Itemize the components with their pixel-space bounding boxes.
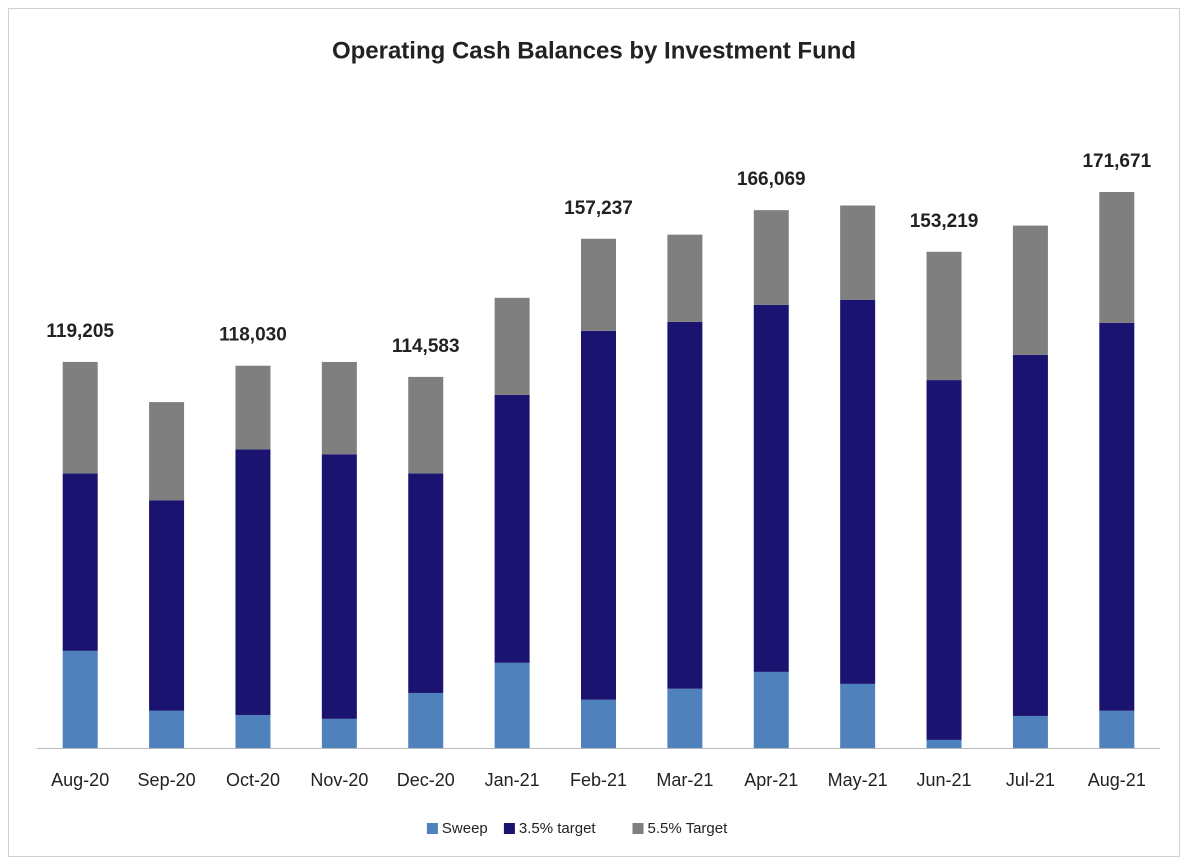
bar-segment bbox=[753, 671, 789, 748]
total-label: 114,583 bbox=[392, 336, 460, 357]
bar-segment bbox=[235, 714, 271, 748]
x-tick-label: Aug-21 bbox=[1088, 770, 1146, 790]
bar-segment bbox=[321, 361, 357, 455]
bar-segment bbox=[667, 234, 703, 322]
legend-label: Sweep bbox=[442, 820, 488, 837]
bar-segment bbox=[494, 662, 530, 748]
bar-segment bbox=[1099, 322, 1135, 711]
legend-label: 3.5% target bbox=[519, 820, 597, 837]
x-tick-label: Jul-21 bbox=[1006, 770, 1055, 790]
total-label: 119,205 bbox=[46, 321, 114, 342]
bar-segment bbox=[667, 321, 703, 689]
bar-segment bbox=[753, 210, 789, 305]
bar-segment bbox=[149, 500, 185, 711]
bar-segment bbox=[149, 402, 185, 501]
total-label: 171,671 bbox=[1082, 151, 1151, 172]
bar-segment bbox=[494, 297, 530, 395]
x-tick-label: Mar-21 bbox=[656, 770, 713, 790]
bar-segment bbox=[62, 650, 98, 748]
bar-segment bbox=[1099, 192, 1135, 323]
bar-segment bbox=[408, 692, 444, 748]
bar-segment bbox=[1012, 225, 1048, 355]
bar-segment bbox=[494, 394, 530, 663]
x-tick-label: Sep-20 bbox=[138, 770, 196, 790]
x-tick-label: Apr-21 bbox=[744, 770, 798, 790]
x-tick-label: Nov-20 bbox=[310, 770, 368, 790]
x-tick-label: Aug-20 bbox=[51, 770, 109, 790]
x-tick-label: Dec-20 bbox=[397, 770, 455, 790]
bar-segment bbox=[62, 473, 98, 651]
total-label: 118,030 bbox=[219, 325, 287, 346]
bar-segment bbox=[667, 688, 703, 748]
bar-segment bbox=[149, 710, 185, 748]
total-label: 157,237 bbox=[564, 198, 633, 219]
bar-segment bbox=[235, 365, 271, 450]
bar-segment bbox=[321, 718, 357, 748]
bar-segment bbox=[62, 361, 98, 474]
legend-label: 5.5% Target bbox=[648, 820, 729, 837]
bar-segment bbox=[1012, 354, 1048, 716]
legend-swatch bbox=[426, 823, 438, 834]
bar-segment bbox=[926, 251, 962, 381]
bar-segment bbox=[1099, 710, 1135, 748]
bar-segment bbox=[408, 473, 444, 693]
bar-segment bbox=[840, 299, 876, 684]
bar-segment bbox=[581, 699, 616, 748]
bar-segment bbox=[926, 739, 962, 748]
bar-segment bbox=[840, 205, 876, 300]
x-tick-label: Jun-21 bbox=[917, 770, 972, 790]
bar-segment bbox=[753, 304, 789, 672]
legend-swatch bbox=[503, 823, 515, 834]
bar-segment bbox=[840, 683, 876, 748]
total-label: 166,069 bbox=[737, 169, 806, 190]
bar-segment bbox=[235, 449, 271, 715]
x-tick-label: May-21 bbox=[828, 770, 888, 790]
legend-swatch bbox=[632, 823, 644, 834]
chart-title: Operating Cash Balances by Investment Fu… bbox=[332, 37, 856, 64]
x-tick-label: Oct-20 bbox=[226, 770, 280, 790]
bar-segment bbox=[926, 380, 962, 740]
total-label: 153,219 bbox=[910, 211, 979, 232]
x-tick-label: Jan-21 bbox=[485, 770, 540, 790]
bar-segment bbox=[1012, 715, 1048, 748]
bar-segment bbox=[581, 330, 616, 700]
x-tick-label: Feb-21 bbox=[570, 770, 627, 790]
bar-segment bbox=[321, 454, 357, 719]
bar-segment bbox=[408, 376, 444, 474]
bar-segment bbox=[581, 238, 616, 331]
